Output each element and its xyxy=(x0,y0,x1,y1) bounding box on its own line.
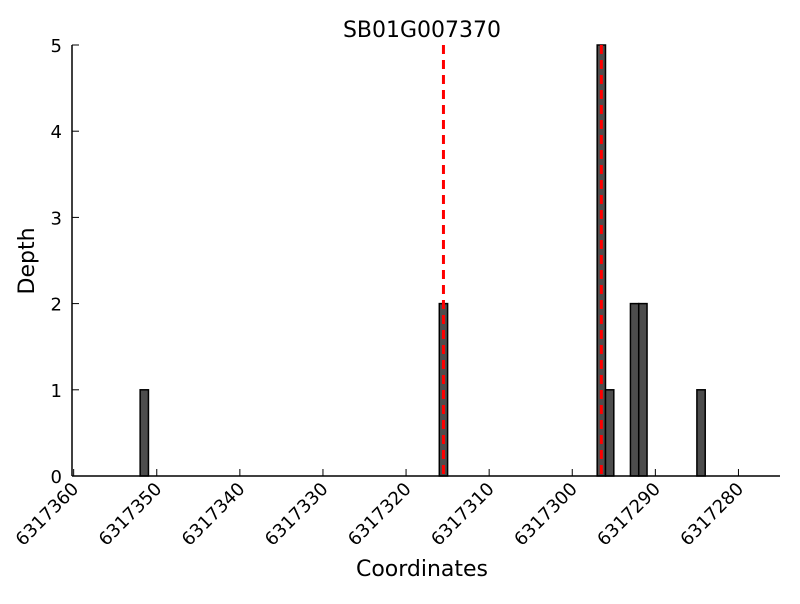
bar-3 xyxy=(604,389,615,477)
x-tick-label-4: 6317320 xyxy=(344,479,416,551)
x-tick-label-5: 6317310 xyxy=(427,479,499,551)
x-tick-label-0: 6317360 xyxy=(12,479,84,551)
x-tick-label-2: 6317340 xyxy=(178,479,250,551)
x-axis-label: Coordinates xyxy=(356,557,488,582)
y-tick-label-4: 4 xyxy=(51,122,62,143)
x-tick-label-6: 6317300 xyxy=(510,479,582,551)
x-tick-label-3: 6317330 xyxy=(261,479,333,551)
x-tick-label-7: 6317290 xyxy=(593,479,665,551)
bar-4 xyxy=(629,302,640,477)
y-tick-label-0: 0 xyxy=(51,467,62,488)
bar-0 xyxy=(139,389,150,477)
y-tick-label-5: 5 xyxy=(51,36,62,57)
x-tick-label-1: 6317350 xyxy=(95,479,167,551)
y-tick-label-2: 2 xyxy=(51,295,62,316)
chart-title: SB01G007370 xyxy=(343,18,501,43)
y-axis-label: Depth xyxy=(15,227,40,294)
bar-6 xyxy=(696,389,706,477)
bar-5 xyxy=(637,302,648,477)
y-tick-label-1: 1 xyxy=(51,381,62,402)
y-tick-label-3: 3 xyxy=(51,208,62,229)
x-tick-label-8: 6317280 xyxy=(676,479,748,551)
